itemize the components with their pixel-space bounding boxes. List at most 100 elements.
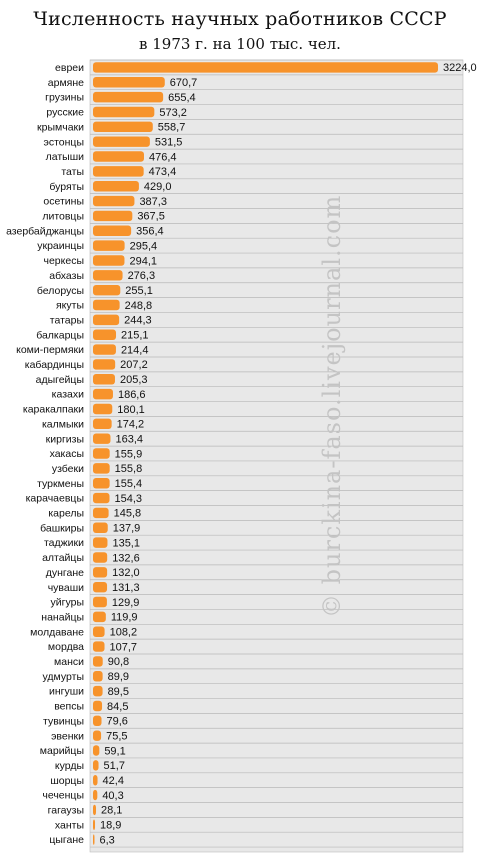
category-label: татары — [50, 314, 84, 326]
category-label: мордва — [48, 641, 84, 653]
category-label: туркмены — [37, 478, 84, 490]
category-label: армяне — [48, 77, 84, 89]
category-label: эвенки — [51, 730, 84, 742]
category-label: таджики — [44, 537, 84, 549]
bar — [93, 789, 98, 801]
bar — [93, 284, 121, 296]
category-label: украинцы — [37, 240, 84, 252]
bar — [93, 270, 123, 281]
value-label: 154,3 — [115, 493, 143, 505]
bar — [93, 210, 133, 222]
bar — [93, 478, 110, 489]
value-label: 132,0 — [112, 567, 140, 579]
category-label: эстонцы — [44, 136, 85, 148]
value-label: 174,2 — [117, 419, 145, 431]
category-label: нанайцы — [41, 611, 84, 623]
category-label: молдаване — [30, 626, 84, 638]
bar — [93, 611, 106, 623]
value-label: 145,8 — [114, 508, 142, 520]
bar — [93, 299, 120, 311]
category-label: гагаузы — [48, 805, 84, 817]
bar — [93, 537, 108, 548]
value-label: 51,7 — [104, 760, 125, 772]
bar — [93, 255, 125, 266]
category-label: башкиры — [40, 522, 84, 534]
value-label: 214,4 — [121, 344, 149, 356]
bar — [93, 403, 113, 415]
category-label: каракалпаки — [23, 404, 84, 416]
category-label: цыгане — [49, 834, 84, 846]
category-label: черкесы — [44, 255, 85, 267]
value-label: 155,4 — [115, 478, 143, 490]
value-label: 180,1 — [117, 404, 145, 416]
category-label: алтайцы — [42, 552, 84, 564]
value-label: 89,5 — [108, 686, 129, 698]
category-label: крымчаки — [37, 121, 84, 133]
value-label: 89,9 — [108, 671, 129, 683]
bar — [93, 388, 113, 400]
value-label: 137,9 — [113, 523, 141, 535]
category-label: удмурты — [43, 671, 84, 683]
bar — [93, 359, 116, 370]
value-label: 131,3 — [112, 582, 140, 594]
category-labels: евреи армяне грузины русские крымчаки эстонцы… — [6, 62, 84, 846]
bar — [93, 522, 108, 533]
bar — [93, 151, 144, 162]
value-label: 207,2 — [120, 359, 148, 371]
category-label: латыши — [46, 151, 85, 163]
value-label: 3224,0 — [443, 62, 477, 74]
category-label: кабардинцы — [25, 359, 84, 371]
bar — [93, 62, 438, 73]
category-label: балкарцы — [36, 329, 84, 341]
bar — [93, 344, 116, 355]
bar — [93, 448, 110, 459]
category-label: евреи — [55, 62, 84, 74]
category-label: ингуши — [49, 686, 84, 698]
bar — [93, 552, 108, 563]
bar — [93, 656, 103, 667]
category-label: коми-пермяки — [16, 344, 84, 356]
category-label: казахи — [52, 389, 84, 401]
bar — [93, 329, 117, 340]
category-label: манси — [54, 656, 84, 668]
value-label: 367,5 — [137, 211, 165, 223]
bar — [93, 433, 111, 444]
value-label: 429,0 — [144, 181, 172, 193]
bar — [93, 374, 115, 385]
value-label: 79,6 — [107, 716, 128, 728]
bar — [93, 775, 98, 786]
bar — [93, 418, 112, 430]
bar — [93, 240, 125, 251]
value-label: 205,3 — [120, 374, 148, 386]
category-label: марийцы — [40, 745, 84, 757]
chart-title: Численность научных работников СССР — [33, 8, 447, 30]
category-label: чуваши — [48, 582, 84, 594]
chart-subtitle: в 1973 г. на 100 тыс. чел. — [139, 35, 341, 53]
value-label: 531,5 — [155, 136, 183, 148]
value-label: 135,1 — [112, 537, 140, 549]
value-label: 84,5 — [107, 701, 128, 713]
value-label: 248,8 — [125, 300, 153, 312]
bar — [93, 136, 150, 147]
bar — [93, 181, 139, 192]
category-label: белорусы — [37, 285, 84, 297]
bar — [93, 626, 105, 637]
bar — [93, 715, 102, 727]
bar — [93, 641, 105, 652]
value-label: 155,9 — [115, 448, 143, 460]
value-label: 107,7 — [110, 641, 138, 653]
category-label: абхазы — [49, 270, 84, 282]
bar — [93, 834, 95, 845]
bar — [93, 492, 110, 504]
value-label: 356,4 — [136, 226, 164, 238]
value-label: 119,9 — [111, 612, 138, 624]
category-label: дунгане — [46, 567, 84, 579]
category-label: калмыки — [42, 418, 84, 430]
category-label: хакасы — [50, 448, 84, 460]
category-label: карачаевцы — [26, 493, 84, 505]
value-label: 573,2 — [159, 107, 187, 119]
category-label: чеченцы — [42, 790, 84, 802]
category-label: буряты — [49, 181, 84, 193]
category-label: ханты — [55, 819, 84, 831]
